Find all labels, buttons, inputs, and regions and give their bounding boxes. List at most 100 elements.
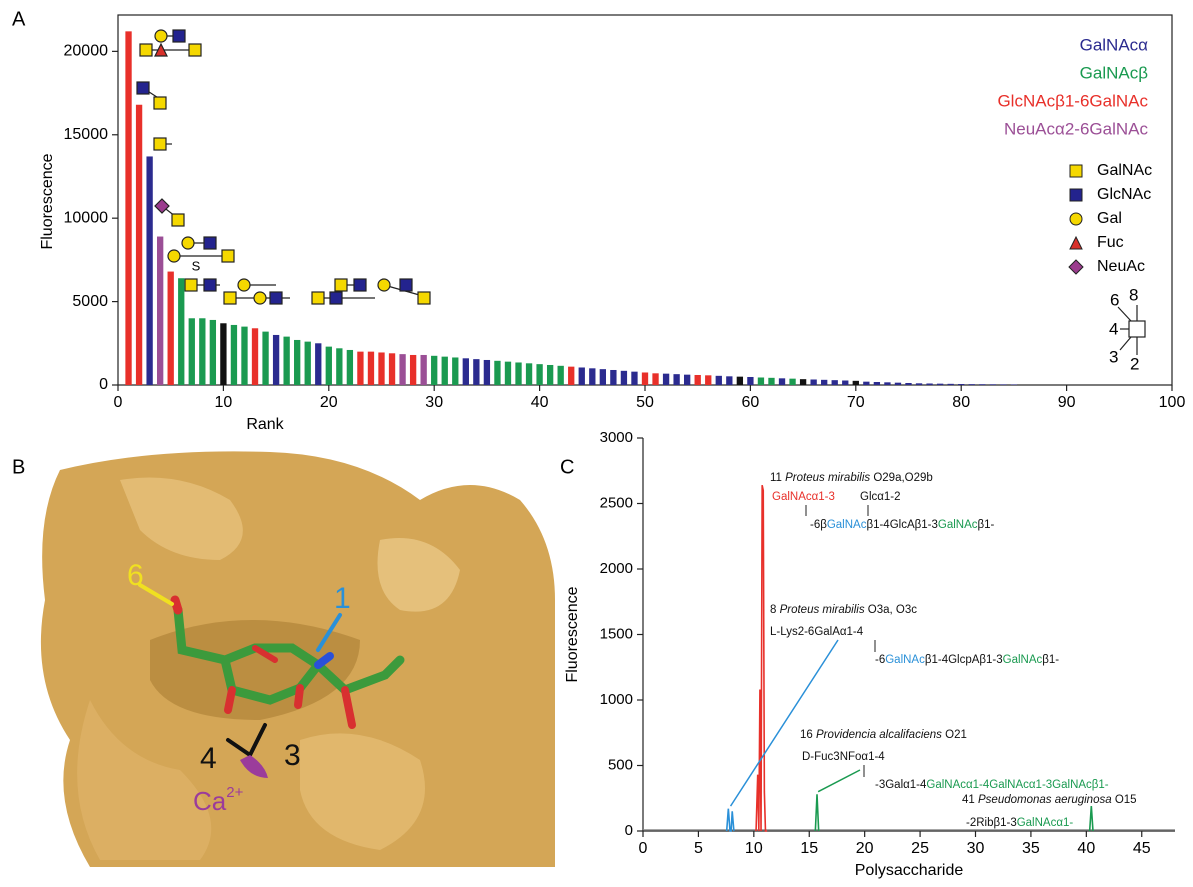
legend-entry: NeuAcα2-6GalNAc [1004, 119, 1148, 138]
annotation-part: O29a,O29b [870, 472, 933, 484]
annotation-part: 8 [770, 604, 780, 616]
annotation: Glcα1-2 [860, 491, 901, 503]
bar [969, 384, 975, 385]
annotation: GalNAcα1-3 [772, 491, 835, 503]
x-tick-label: 50 [636, 394, 654, 411]
sulfate-label: S [192, 258, 201, 273]
bar [779, 378, 785, 385]
bar [579, 367, 585, 385]
bar [568, 367, 574, 385]
bar [231, 325, 237, 385]
bar [642, 372, 648, 385]
bar [410, 355, 416, 385]
structure-label: 6 [127, 559, 144, 592]
bar [420, 355, 426, 385]
annotation-part: β1-4GlcpAβ1-3 [925, 654, 1003, 666]
annotation: L-Lys2-6GalAα1-4 [770, 626, 864, 638]
bar [631, 372, 637, 385]
x-tick-label: 20 [856, 840, 874, 857]
bar [326, 347, 332, 385]
annotation: -6GalNAcβ1-4GlcpAβ1-3GalNAcβ1- [875, 654, 1059, 666]
annotation: 8 Proteus mirabilis O3a, O3c [770, 604, 917, 616]
annotation-part: GalNAcα1-3 [772, 491, 835, 503]
x-tick-label: 30 [425, 394, 443, 411]
bar [789, 379, 795, 385]
annotation-part: Providencia alcalifaciens [816, 729, 942, 741]
bar [220, 323, 226, 385]
bar [905, 383, 911, 385]
bar [810, 379, 816, 385]
x-tick-label: 0 [639, 840, 648, 857]
annotation: 16 Providencia alcalifaciens O21 [800, 729, 967, 741]
bar [800, 379, 806, 385]
x-tick-label: 20 [320, 394, 338, 411]
bar [726, 376, 732, 385]
annotation-part: -3Galα1-4 [875, 779, 927, 791]
bar [347, 350, 353, 385]
y-axis-label: Fluorescence [564, 586, 581, 682]
bar [1000, 384, 1006, 385]
annotation: 11 Proteus mirabilis O29a,O29b [770, 472, 933, 484]
annotation-part: Proteus mirabilis [785, 472, 870, 484]
y-tick-label: 0 [625, 822, 633, 839]
bar [874, 382, 880, 385]
symbol [1070, 189, 1082, 201]
bar [452, 357, 458, 385]
annotation-part: GalNAc [1003, 654, 1043, 666]
y-tick-label: 1000 [600, 691, 633, 708]
bar [821, 380, 827, 385]
x-axis-label: Polysaccharide [855, 862, 964, 879]
annotation-part: 41 [962, 794, 978, 806]
y-tick-label: 10000 [64, 209, 109, 226]
y-tick-label: 5000 [72, 293, 108, 310]
x-tick-label: 70 [847, 394, 865, 411]
annotation-part: GalNAcα1- [1017, 817, 1074, 829]
bar [294, 340, 300, 385]
bar [842, 380, 848, 385]
bar [273, 335, 279, 385]
bar [125, 31, 131, 385]
x-tick-label: 30 [967, 840, 985, 857]
structure-label: 1 [334, 582, 351, 615]
y-tick-label: 0 [99, 376, 108, 393]
symbol-label: Gal [1097, 210, 1122, 227]
structure-label: 3 [284, 739, 301, 772]
bar [768, 378, 774, 385]
bar [547, 365, 553, 385]
bar [916, 383, 922, 385]
y-tick-label: 2500 [600, 494, 633, 511]
bar [589, 368, 595, 385]
symbol-label: GlcNAc [1097, 186, 1151, 203]
x-tick-label: 10 [745, 840, 763, 857]
annotation-part: 16 [800, 729, 816, 741]
x-tick-label: 45 [1133, 840, 1151, 857]
bar [515, 362, 521, 385]
annotation: 41 Pseudomonas aeruginosa O15 [962, 794, 1137, 806]
bar [832, 380, 838, 385]
panel-label: A [12, 8, 26, 30]
annotation-part: O3a, O3c [865, 604, 918, 616]
bar [442, 357, 448, 385]
bar [357, 352, 363, 385]
annotation-part: Pseudomonas aeruginosa [978, 794, 1112, 806]
ion-name: Ca [193, 786, 227, 816]
legend-entry: GlcNAcβ1-6GalNAc [997, 91, 1148, 110]
bar [610, 370, 616, 385]
bar [716, 376, 722, 385]
leader-line [818, 770, 860, 792]
legend-entry: GalNAcα [1080, 35, 1149, 54]
legend-entry: GalNAcβ [1080, 63, 1149, 82]
position-label: 6 [1110, 290, 1119, 309]
plot-frame [118, 15, 1172, 385]
annotation-part: β1- [1042, 654, 1059, 666]
bar [737, 377, 743, 385]
x-tick-label: 80 [952, 394, 970, 411]
bar [463, 358, 469, 385]
bar [305, 342, 311, 385]
symbol [1070, 213, 1082, 225]
position-label: 2 [1130, 354, 1139, 373]
panel-label: C [560, 456, 574, 478]
bar [884, 382, 890, 385]
bar [494, 361, 500, 385]
x-tick-label: 10 [215, 394, 233, 411]
